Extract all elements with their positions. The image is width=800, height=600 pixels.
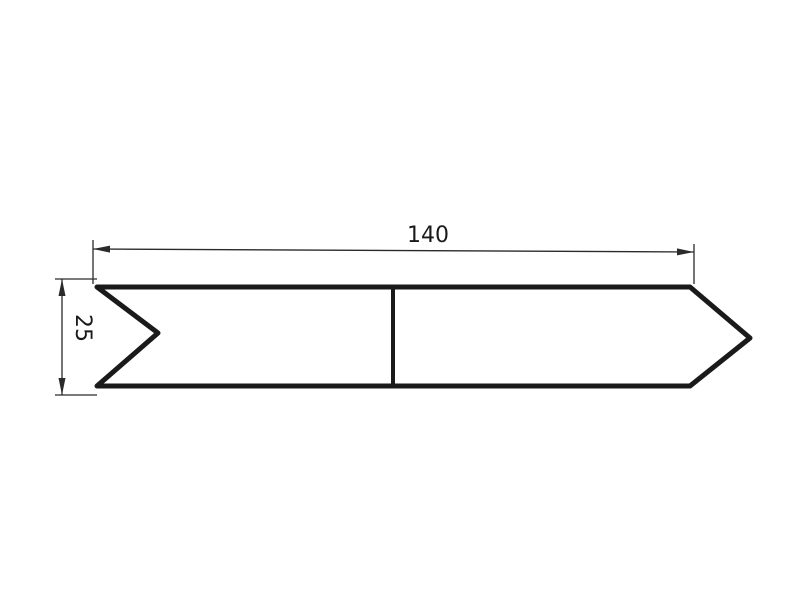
width-dimension-label: 140: [407, 223, 449, 248]
width-dimension: 140: [92, 223, 695, 284]
width-arrow-right: [677, 248, 694, 256]
height-dimension: 25: [55, 278, 97, 396]
height-dimension-label: 25: [70, 314, 95, 342]
width-dimension-line: [92, 248, 695, 253]
height-arrow-bottom: [58, 378, 66, 395]
profile-outline: [94, 284, 753, 389]
width-arrow-left: [93, 245, 110, 253]
height-arrow-top: [58, 279, 66, 296]
